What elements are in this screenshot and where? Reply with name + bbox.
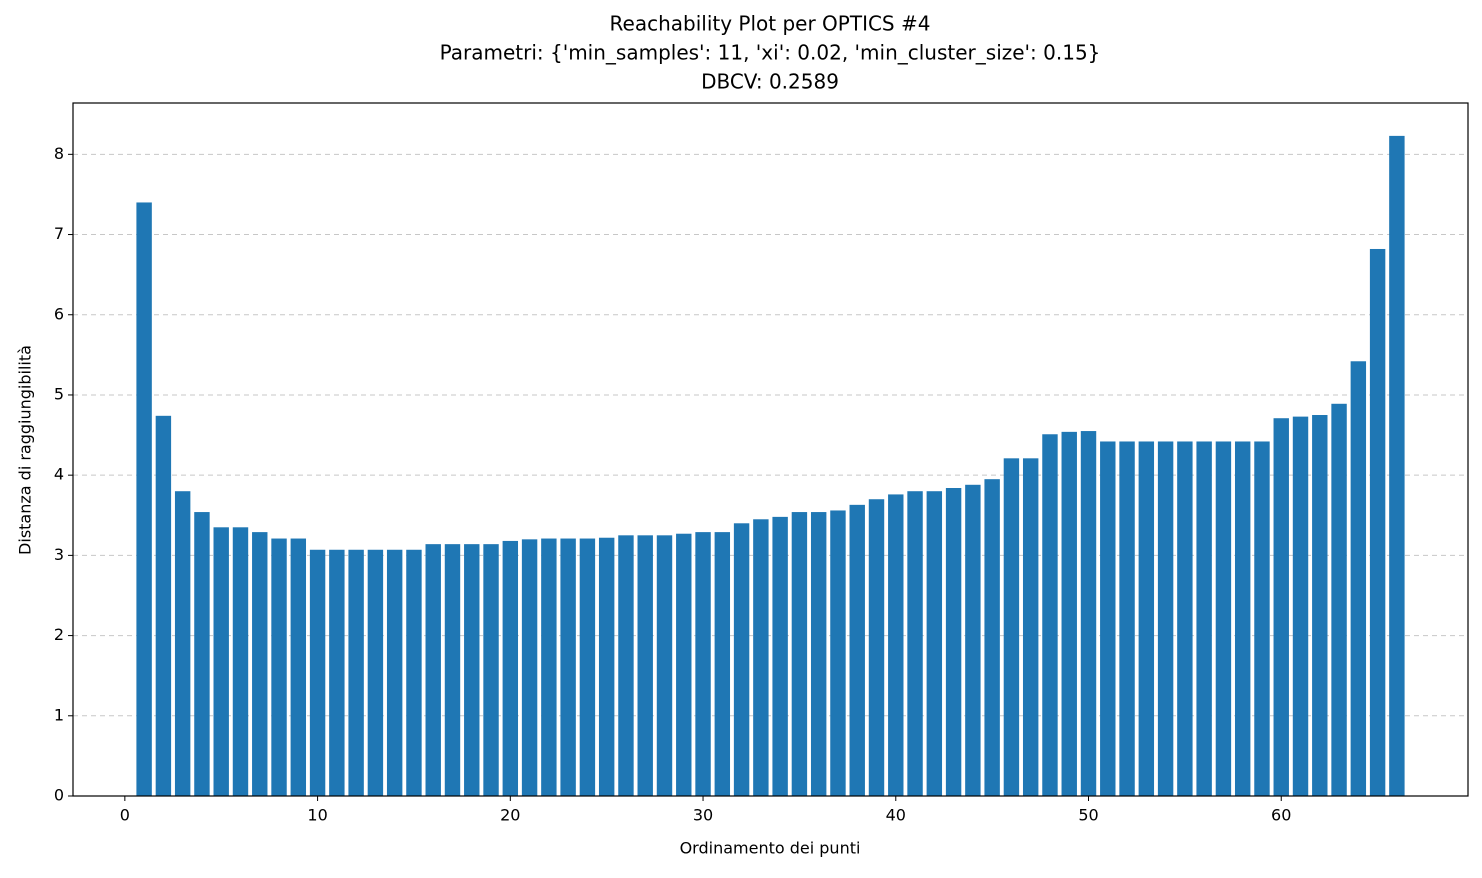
bar: [367, 549, 384, 796]
x-tick-label: 40: [886, 806, 906, 825]
plot-frame: [72, 102, 1469, 797]
bar: [1022, 458, 1039, 796]
bar: [290, 538, 307, 796]
bar: [656, 535, 673, 796]
bar: [1119, 441, 1135, 796]
bar: [136, 202, 152, 797]
bar: [676, 533, 692, 796]
bar: [926, 491, 943, 796]
bar: [1273, 418, 1289, 796]
y-tick-label: 6: [54, 304, 64, 323]
bar: [714, 532, 731, 796]
bar: [618, 535, 634, 796]
x-tick-label: 20: [500, 806, 520, 825]
bar: [791, 512, 808, 796]
y-tick-label: 2: [54, 625, 64, 644]
bar: [849, 504, 865, 796]
bar: [406, 549, 422, 796]
y-tick-label: 4: [54, 465, 64, 484]
bar: [174, 491, 191, 796]
bar: [1100, 441, 1116, 796]
bar: [695, 532, 711, 796]
y-tick-label: 8: [54, 144, 64, 163]
bar: [810, 512, 827, 796]
bar: [753, 519, 769, 796]
x-tick-label: 30: [693, 806, 713, 825]
bar: [1350, 361, 1367, 796]
bar: [1003, 458, 1020, 796]
bar: [1138, 441, 1155, 796]
bar: [1196, 441, 1212, 796]
bar: [772, 516, 788, 796]
bar: [560, 538, 576, 796]
bar: [464, 544, 480, 796]
bar: [1177, 441, 1193, 796]
bar: [733, 523, 750, 796]
bar: [213, 527, 229, 796]
x-tick-label: 60: [1271, 806, 1291, 825]
y-tick-label: 7: [54, 224, 64, 243]
bar: [194, 512, 210, 796]
bar: [483, 544, 499, 796]
bar: [1042, 434, 1058, 796]
chart-title: Reachability Plot per OPTICS #4: [610, 12, 931, 36]
bar: [1157, 441, 1174, 796]
bar: [386, 549, 403, 796]
bar: [541, 538, 557, 796]
bar: [1215, 441, 1232, 796]
bar: [309, 549, 326, 796]
bar: [637, 535, 653, 796]
x-axis-label: Ordinamento dei punti: [680, 839, 861, 858]
bar: [984, 479, 1000, 796]
bar: [425, 544, 441, 796]
bar: [1234, 441, 1251, 796]
bar: [907, 491, 923, 796]
bar: [155, 415, 172, 796]
bar: [1389, 135, 1405, 796]
bar: [598, 537, 615, 796]
y-tick-label: 0: [54, 786, 64, 805]
x-tick-label: 10: [307, 806, 327, 825]
bar: [521, 539, 538, 796]
y-tick-label: 3: [54, 545, 64, 564]
bar: [444, 544, 461, 796]
x-tick-label: 0: [120, 806, 130, 825]
x-tick-label: 50: [1078, 806, 1098, 825]
bar: [945, 488, 962, 796]
bar: [348, 549, 364, 796]
bar: [1331, 403, 1347, 796]
bar: [271, 538, 287, 796]
bar: [579, 538, 596, 796]
bar: [830, 510, 846, 796]
bar: [868, 499, 885, 796]
bar: [502, 540, 519, 796]
bar: [1254, 441, 1270, 796]
chart-subtitle: Parametri: {'min_samples': 11, 'xi': 0.0…: [440, 41, 1101, 65]
bar: [965, 484, 981, 796]
bar: [329, 549, 345, 796]
chart-subtitle: DBCV: 0.2589: [701, 70, 839, 94]
bar: [1312, 415, 1328, 796]
bar: [1061, 431, 1077, 796]
bar: [888, 494, 904, 796]
bar: [232, 527, 249, 796]
bar: [1292, 416, 1309, 796]
bar: [1080, 431, 1097, 796]
y-tick-label: 5: [54, 384, 64, 403]
bar: [1369, 248, 1386, 796]
y-axis-label: Distanza di raggiungibilità: [16, 345, 35, 555]
bar: [252, 532, 268, 796]
y-tick-label: 1: [54, 705, 64, 724]
